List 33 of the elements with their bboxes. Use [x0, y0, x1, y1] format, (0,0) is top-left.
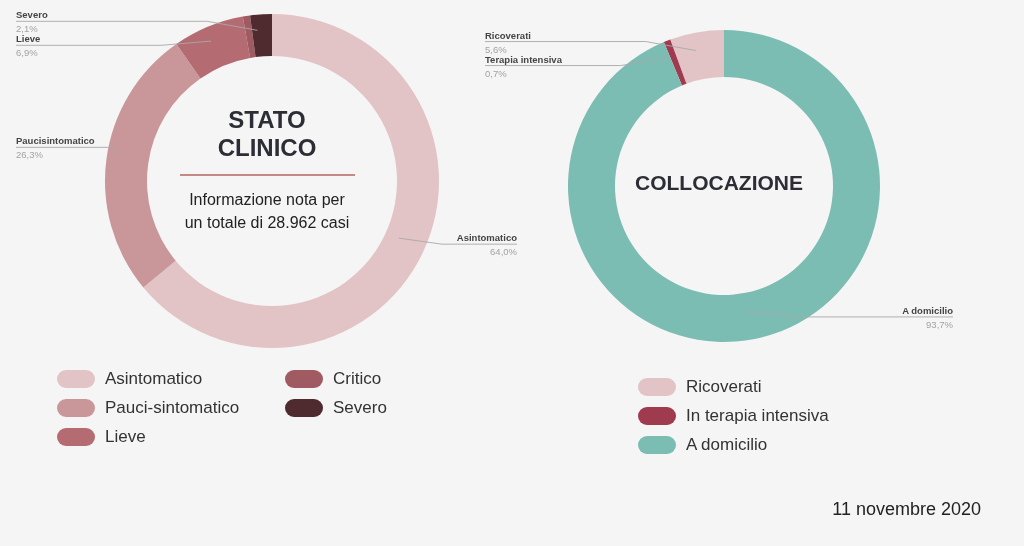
donut-slice [143, 14, 439, 348]
text: COLLOCAZIONE [634, 170, 804, 196]
donut-slice [242, 15, 256, 58]
legend-label: A domicilio [686, 434, 768, 455]
slice-label: Lieve [16, 33, 41, 45]
donut-slice [250, 14, 272, 58]
data-label: 6,9% [16, 47, 39, 59]
donut-slice [670, 30, 724, 84]
legend-label: Lieve [105, 426, 146, 447]
text: 11 novembre 2020 [832, 498, 981, 521]
legend-label: Critico [333, 368, 382, 389]
slice-label: Ricoverati [485, 29, 531, 41]
data-label: 93,7% [926, 318, 954, 330]
legend-label: Ricoverati [686, 376, 762, 397]
legend-label: Pauci-sintomatico [105, 397, 240, 418]
text: STATO CLINICO [216, 106, 318, 162]
legend-label: Asintomatico [105, 368, 203, 389]
slice-label: Severo [16, 9, 48, 21]
donut-slice [663, 39, 687, 86]
data-label: 0,7% [485, 67, 508, 79]
legend-label: In terapia intensiva [686, 405, 829, 426]
text: Terapia intensiva [485, 53, 562, 65]
text: Paucisintomatico [16, 135, 95, 147]
slice-label: Asintomatico [456, 232, 518, 244]
data-label: 26,3% [16, 149, 44, 161]
data-label: 5,6% [485, 43, 508, 55]
data-label: 2,1% [16, 23, 39, 35]
data-label: 64,0% [490, 246, 518, 258]
donut-slice [176, 16, 251, 79]
text: Informazione nota per un totale di 28.962 casi [183, 190, 351, 233]
donut-slice [568, 30, 880, 342]
slice-label: A domicilio [902, 304, 954, 316]
legend-label: Severo [333, 397, 387, 418]
